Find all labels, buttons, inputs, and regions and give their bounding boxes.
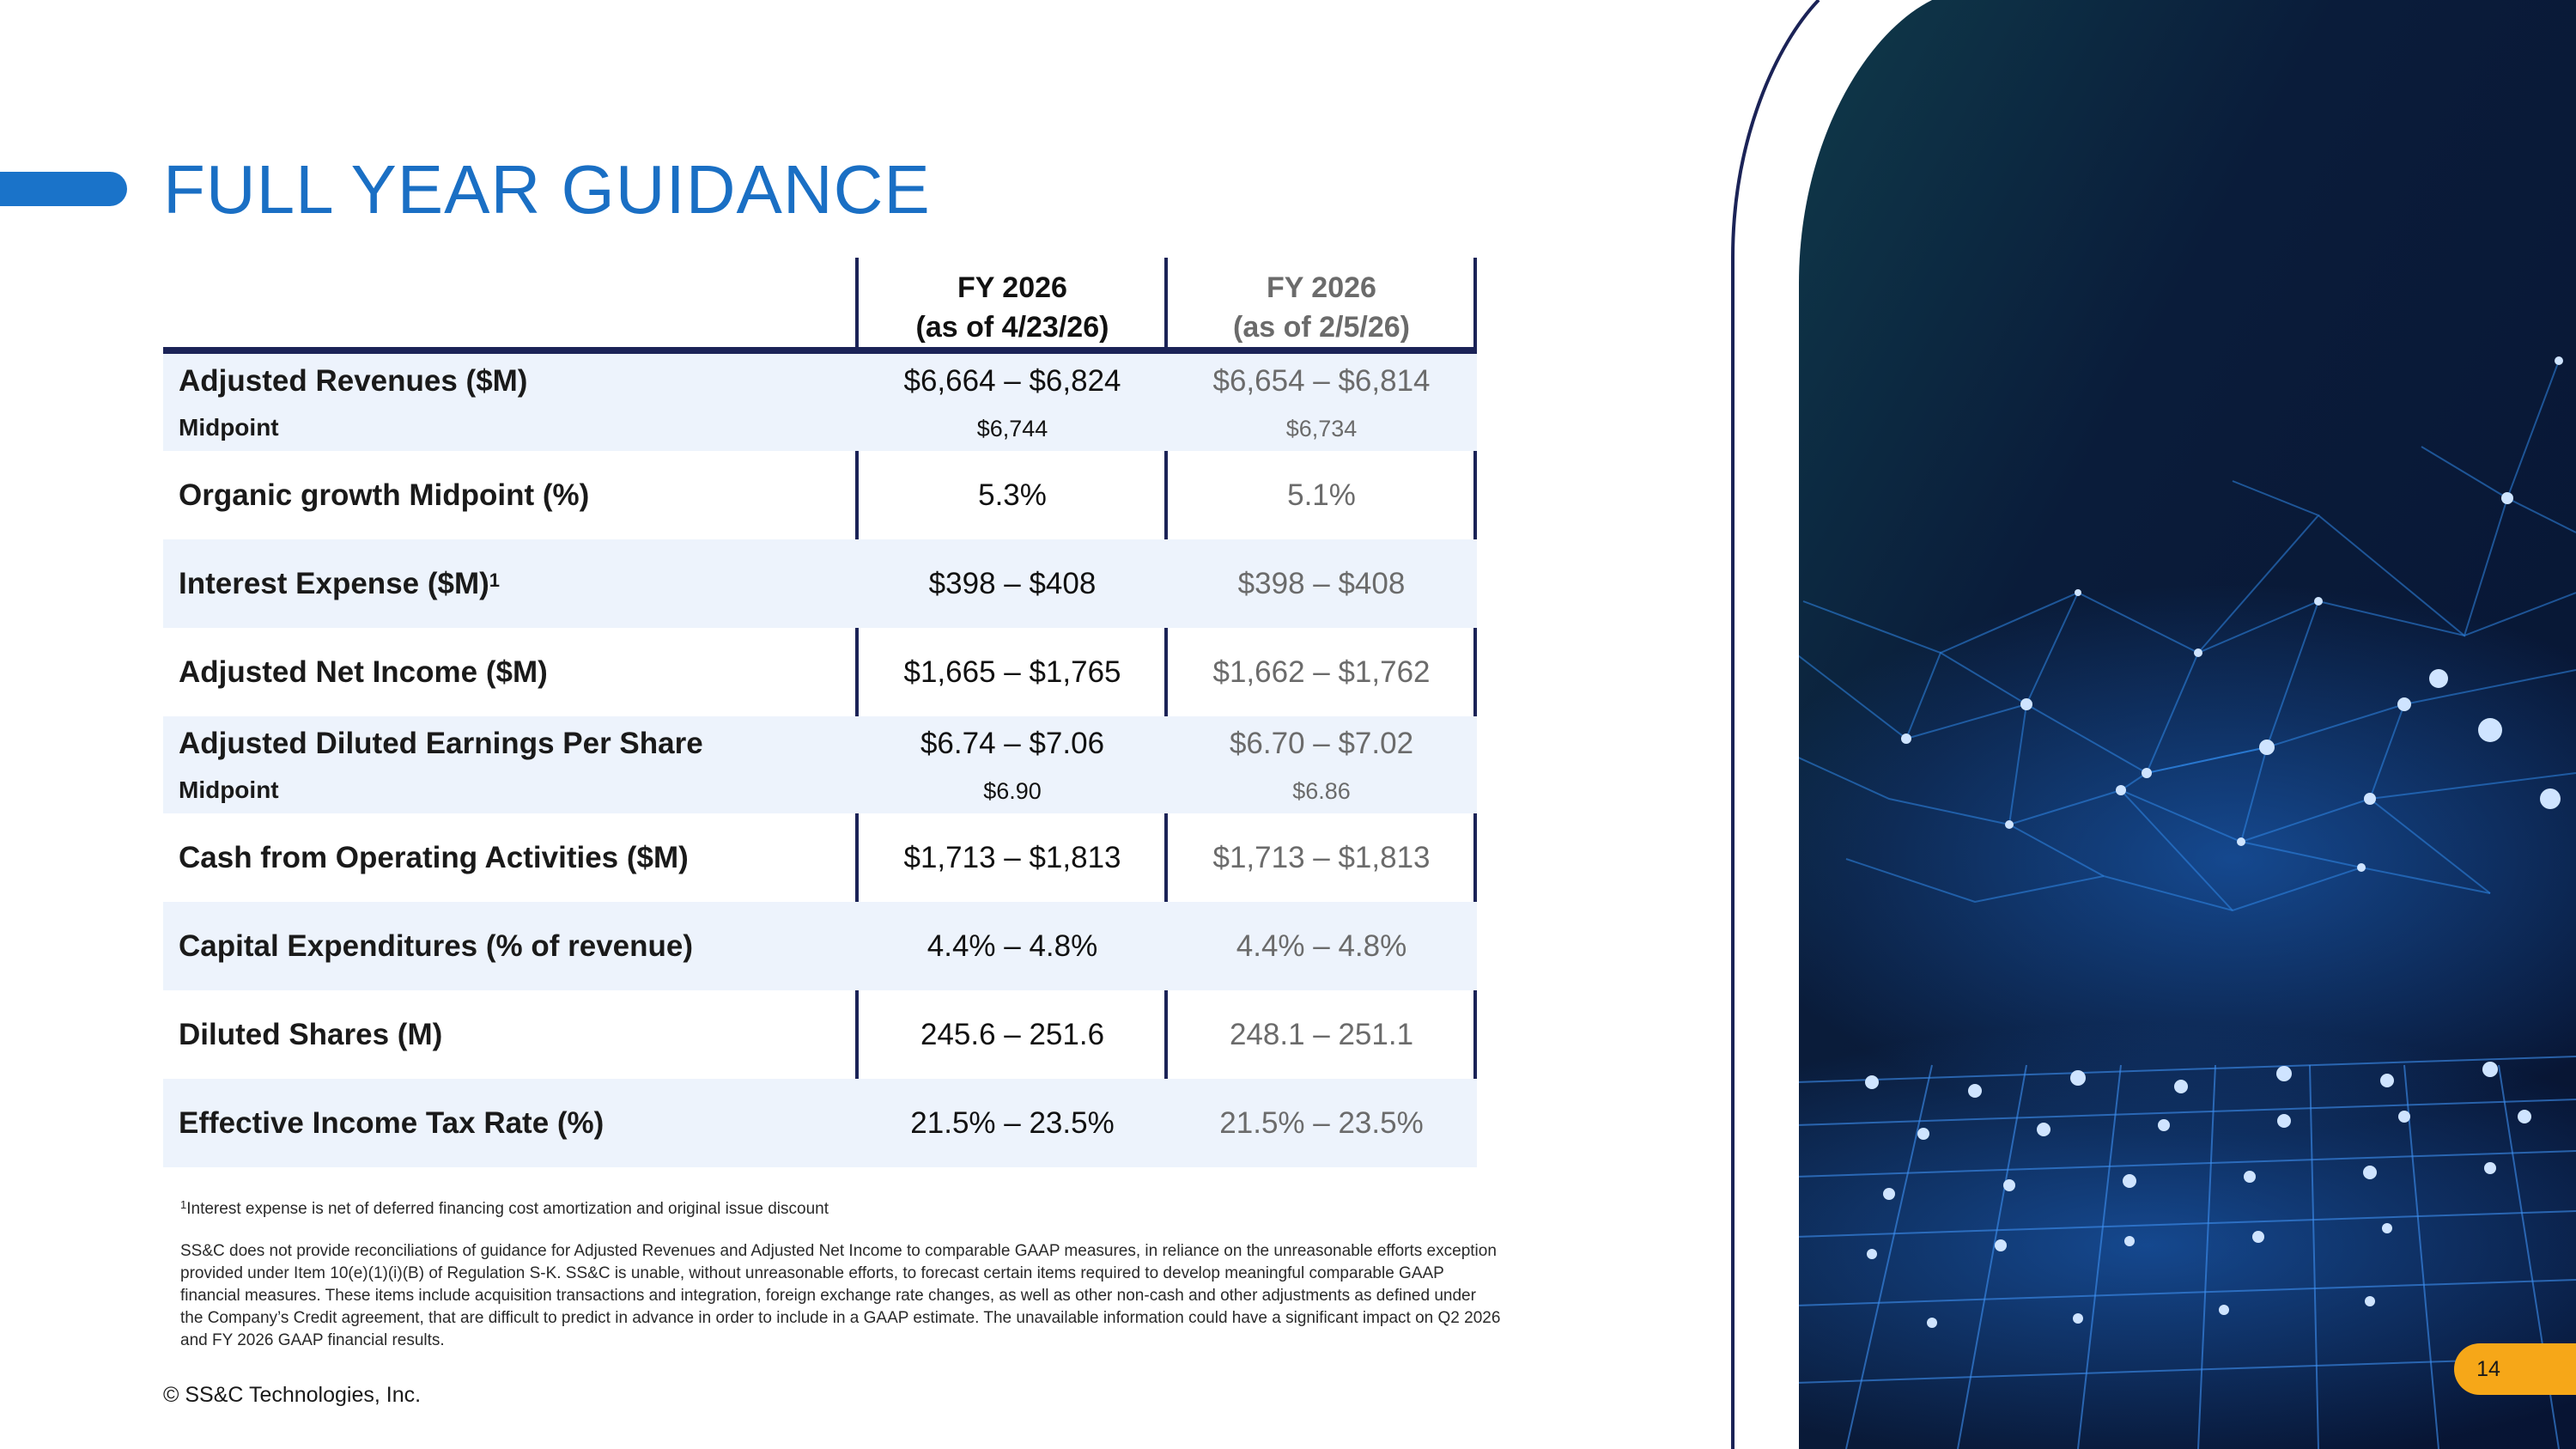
column-header-current: FY 2026 (as of 4/23/26) — [915, 271, 1109, 344]
table-row: Adjusted Net Income ($M) $1,665 – $1,765… — [163, 628, 1477, 716]
row-label: Interest Expense ($M) 1 — [179, 566, 501, 600]
title-accent-bar — [0, 172, 127, 206]
row-label: Capital Expenditures (% of revenue) — [179, 928, 694, 963]
row-sublabel: Midpoint — [179, 414, 279, 441]
footnote-marker: 1 — [180, 1198, 187, 1211]
table-row: Capital Expenditures (% of revenue) 4.4%… — [163, 902, 1477, 990]
prior-value: 4.4% – 4.8% — [1236, 928, 1407, 963]
current-value: $398 – $408 — [928, 566, 1097, 600]
footnote: 1Interest expense is net of deferred fin… — [180, 1198, 829, 1218]
table-header: FY 2026 (as of 4/23/26) FY 2026 (as of 2… — [163, 258, 1477, 347]
prior-value: 21.5% – 23.5% — [1219, 1105, 1424, 1140]
row-sublabel: Midpoint — [179, 776, 279, 803]
prior-value: $6.70 – $7.02 — [1229, 727, 1414, 760]
row-label: Adjusted Diluted Earnings Per Share — [179, 727, 703, 760]
table-row: Interest Expense ($M) 1 $398 – $408 $398 … — [163, 539, 1477, 628]
row-label: Adjusted Net Income ($M) — [179, 654, 548, 689]
table-row: Organic growth Midpoint (%) 5.3% 5.1% — [163, 451, 1477, 539]
row-label: Organic growth Midpoint (%) — [179, 478, 590, 512]
prior-midpoint: $6,734 — [1285, 416, 1358, 441]
column-divider — [1473, 258, 1477, 1163]
current-value: 5.3% — [978, 478, 1047, 512]
current-value: 4.4% – 4.8% — [927, 928, 1098, 963]
guidance-table: FY 2026 (as of 4/23/26) FY 2026 (as of 2… — [163, 258, 1477, 1167]
prior-value: $398 – $408 — [1237, 566, 1406, 600]
current-value: 245.6 – 251.6 — [920, 1017, 1105, 1051]
page-title: FULL YEAR GUIDANCE — [163, 151, 931, 228]
current-midpoint: $6.90 — [983, 778, 1042, 804]
prior-value: $1,662 – $1,762 — [1212, 654, 1431, 689]
row-label: Diluted Shares (M) — [179, 1017, 443, 1051]
column-divider — [855, 258, 859, 1163]
prior-value: $1,713 – $1,813 — [1212, 840, 1431, 874]
table-row: Cash from Operating Activities ($M) $1,7… — [163, 813, 1477, 902]
row-label: Effective Income Tax Rate (%) — [179, 1105, 605, 1140]
row-label: Cash from Operating Activities ($M) — [179, 840, 689, 874]
prior-value: 5.1% — [1287, 478, 1356, 512]
prior-value: 248.1 – 251.1 — [1229, 1017, 1414, 1051]
page-number: 14 — [2476, 1357, 2500, 1381]
copyright: © SS&C Technologies, Inc. — [163, 1383, 422, 1407]
table-row: Adjusted Revenues ($M) Midpoint $6,664 –… — [163, 354, 1477, 451]
table-row: Adjusted Diluted Earnings Per Share Midp… — [163, 716, 1477, 813]
current-value: $6.74 – $7.06 — [920, 727, 1105, 760]
current-value: 21.5% – 23.5% — [910, 1105, 1115, 1140]
page-number-tab: 14 — [2454, 1343, 2576, 1395]
current-value: $1,665 – $1,765 — [903, 654, 1121, 689]
disclaimer-text: SS&C does not provide reconciliations of… — [180, 1242, 1501, 1349]
table-row: Effective Income Tax Rate (%) 21.5% – 23… — [163, 1079, 1477, 1167]
current-value: $6,664 – $6,824 — [903, 364, 1121, 398]
footnote-marker: 1 — [489, 569, 501, 591]
prior-midpoint: $6.86 — [1292, 778, 1351, 804]
prior-value: $6,654 – $6,814 — [1212, 364, 1431, 398]
current-midpoint: $6,744 — [976, 416, 1048, 441]
column-header-prior: FY 2026 (as of 2/5/26) — [1233, 271, 1410, 344]
row-label: Adjusted Revenues ($M) — [179, 364, 528, 398]
table-row: Diluted Shares (M) 245.6 – 251.6 248.1 –… — [163, 990, 1477, 1079]
column-divider — [1164, 258, 1168, 1163]
current-value: $1,713 – $1,813 — [903, 840, 1121, 874]
header-rule — [163, 347, 1477, 354]
